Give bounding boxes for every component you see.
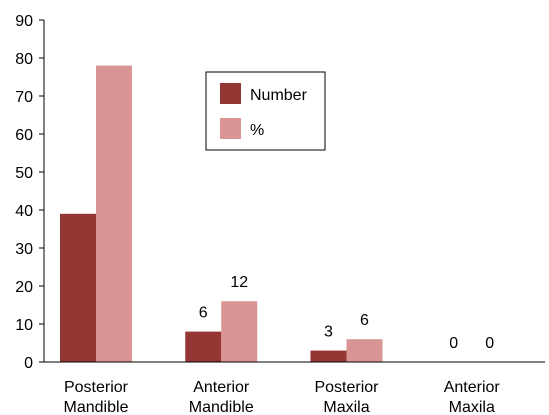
data-label: 6	[199, 305, 208, 322]
y-tick-label: 10	[15, 317, 33, 334]
bar-number	[185, 331, 222, 362]
y-tick-label: 0	[24, 355, 33, 372]
bars	[60, 65, 383, 362]
y-tick-label: 60	[15, 127, 33, 144]
legend-swatch	[220, 83, 241, 104]
x-category-label: Mandible	[64, 399, 129, 415]
y-axis: 0 10 20 30 40 50 60 70 80 90	[15, 13, 45, 372]
bar-percent	[346, 339, 383, 362]
y-tick-label: 70	[15, 89, 33, 106]
x-axis: Posterior Mandible Anterior Mandible Posteri…	[44, 361, 545, 415]
legend-label: Number	[250, 87, 308, 104]
y-tick-label: 20	[15, 279, 33, 296]
data-label: 12	[230, 274, 248, 291]
data-label: 3	[324, 324, 333, 341]
x-category-label: Maxila	[449, 399, 495, 415]
legend: Number%	[205, 71, 326, 151]
bar-percent	[221, 301, 258, 362]
x-category-label: Maxila	[323, 399, 369, 415]
bar-number	[60, 213, 96, 362]
x-category-label: Posterior	[64, 379, 129, 396]
x-category-label: Mandible	[189, 399, 254, 415]
y-tick-label: 40	[15, 203, 33, 220]
bar-percent	[96, 65, 132, 362]
x-category-label: Anterior	[444, 379, 501, 396]
data-label: 0	[485, 335, 494, 352]
y-tick-label: 30	[15, 241, 33, 258]
legend-swatch	[220, 118, 241, 139]
x-category-label: Posterior	[314, 379, 379, 396]
data-label: 0	[449, 335, 458, 352]
bar-number	[310, 350, 347, 362]
y-tick-label: 80	[15, 51, 33, 68]
legend-label: %	[250, 122, 264, 139]
data-labels: 6 12 3 6 0 0	[199, 274, 495, 352]
y-tick-label: 50	[15, 165, 33, 182]
data-label: 6	[360, 312, 369, 329]
y-tick-label: 90	[15, 13, 33, 30]
x-category-label: Anterior	[193, 379, 250, 396]
